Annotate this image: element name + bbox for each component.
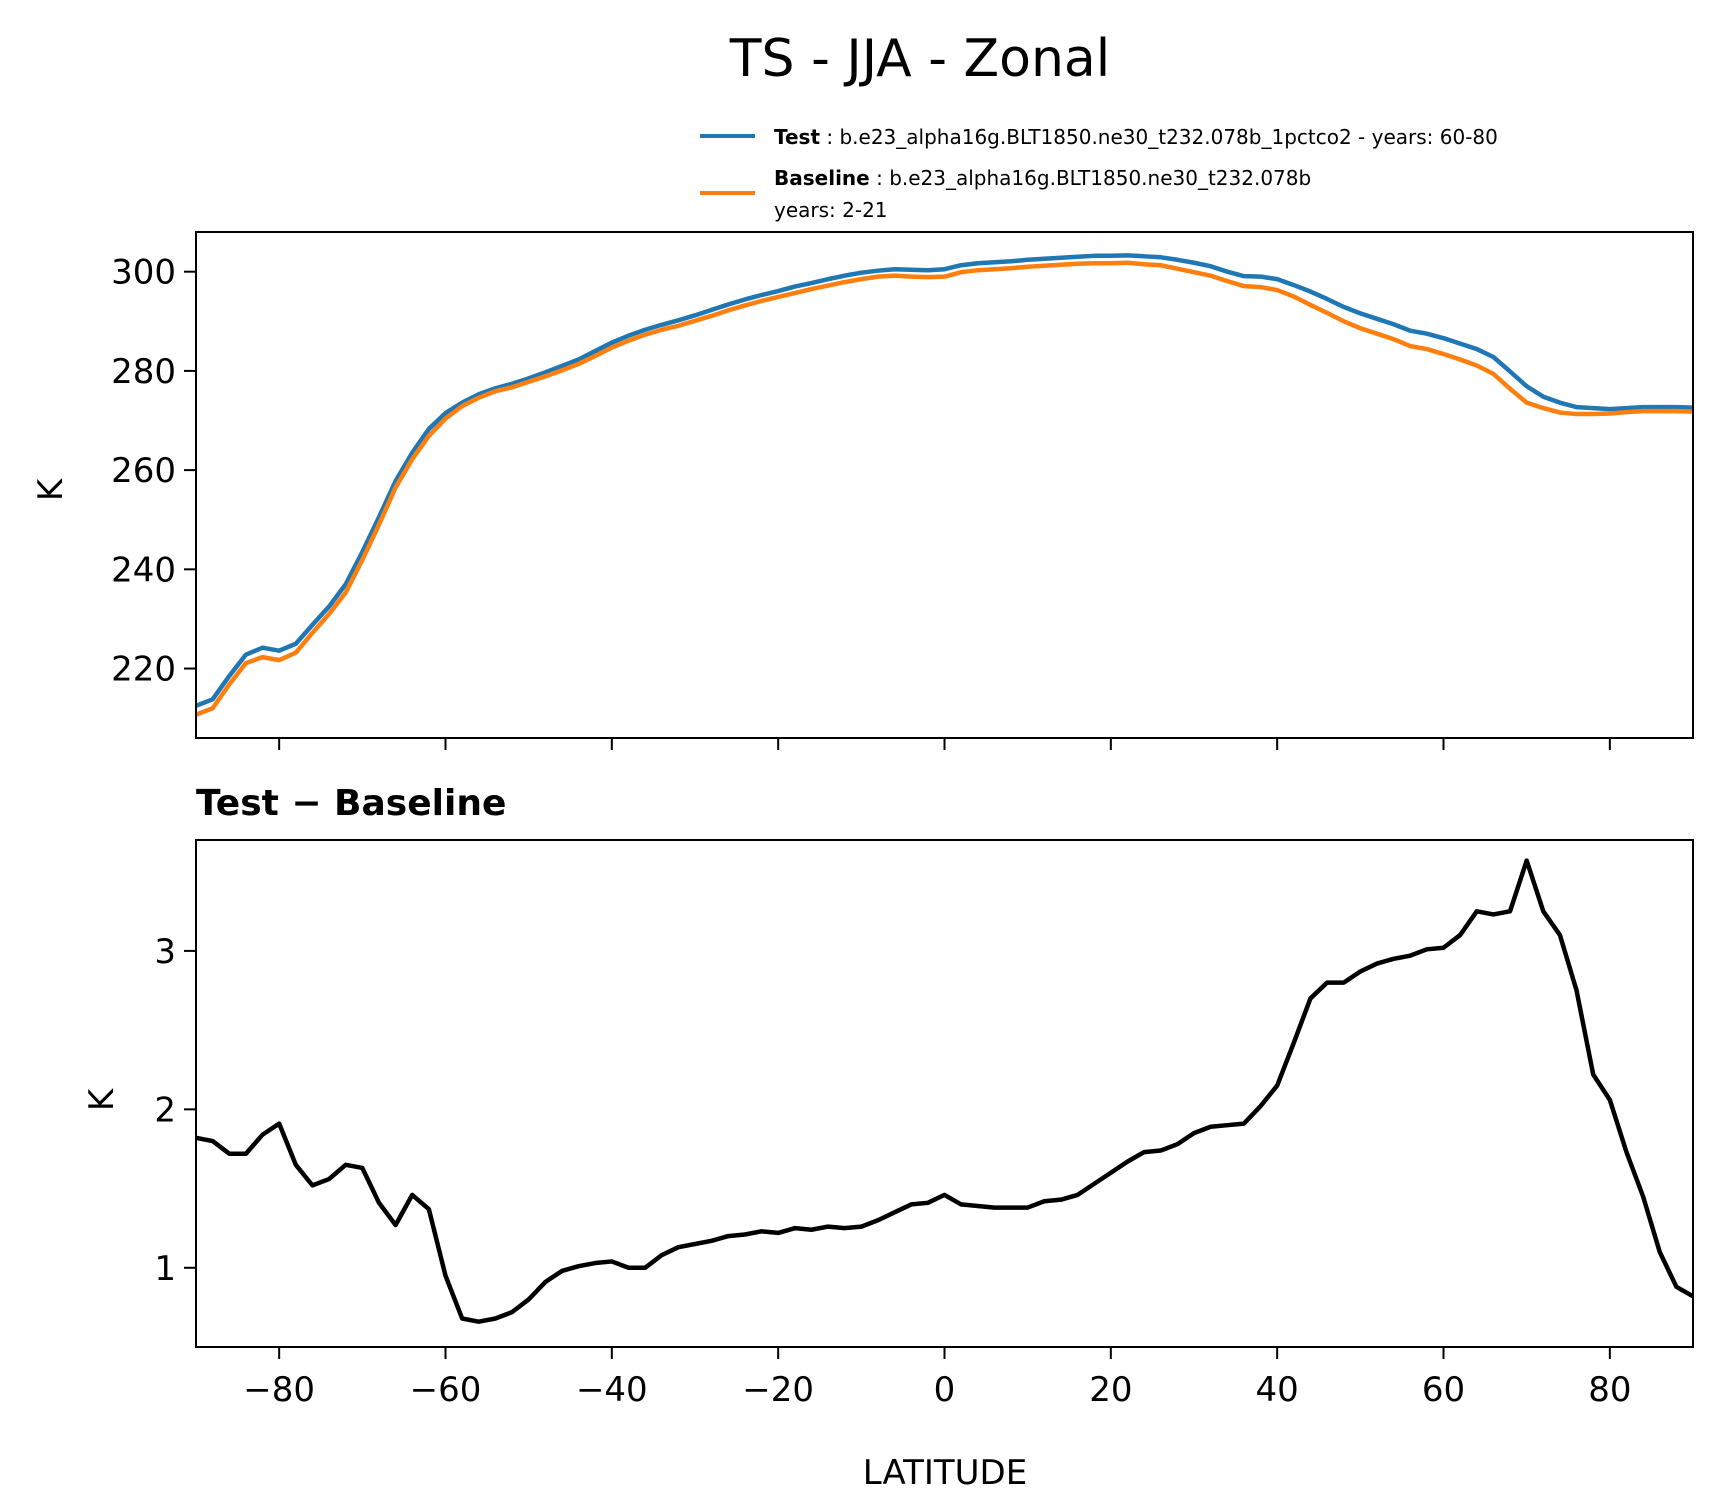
x-tick-label: 80 bbox=[1588, 1370, 1631, 1410]
x-tick-label: 20 bbox=[1089, 1370, 1132, 1410]
legend-test-label: Test bbox=[774, 125, 820, 149]
x-axis-label: LATITUDE bbox=[863, 1453, 1027, 1493]
x-tick-label: −40 bbox=[576, 1370, 648, 1410]
x-tick-label: 40 bbox=[1256, 1370, 1299, 1410]
x-tick-label: 0 bbox=[934, 1370, 956, 1410]
x-tick-label: −80 bbox=[243, 1370, 315, 1410]
y-tick-label: 300 bbox=[111, 253, 176, 293]
svg-text:Baseline : b.e23_alpha16: Baseline : b.e23_alpha16g.BLT1850.ne30_t… bbox=[774, 166, 1311, 190]
svg-text:Test : b.e23_alpha16g.BL: Test : b.e23_alpha16g.BLT1850.ne30_t232.… bbox=[774, 125, 1498, 149]
legend-test-text: : b.e23_alpha16g.BLT1850.ne30_t232.078b_… bbox=[826, 125, 1498, 149]
x-tick-label: −20 bbox=[742, 1370, 814, 1410]
y-tick-label: 240 bbox=[111, 550, 176, 590]
legend: Test : b.e23_alpha16g.BLT1850.ne30_t232.… bbox=[700, 125, 1498, 222]
legend-baseline-years: years: 2-21 bbox=[774, 198, 888, 222]
series-line-baseline bbox=[196, 260, 1693, 717]
y-tick-label: 2 bbox=[154, 1090, 176, 1130]
top-panel: K 220 240 260 280 300 bbox=[31, 231, 1694, 750]
series-line-test bbox=[196, 253, 1693, 708]
y-tick-label: 280 bbox=[111, 352, 176, 392]
legend-baseline-label: Baseline bbox=[774, 166, 870, 190]
x-tick-label: 60 bbox=[1422, 1370, 1465, 1410]
legend-baseline-text: : b.e23_alpha16g.BLT1850.ne30_t232.078b bbox=[876, 166, 1311, 190]
figure-title: TS - JJA - Zonal bbox=[729, 29, 1110, 89]
series-line-test-baseline bbox=[196, 858, 1693, 1324]
y-tick-label: 3 bbox=[154, 932, 176, 972]
y-tick-label: 220 bbox=[111, 650, 176, 690]
bottom-panel: Test − Baseline K LATITUDE −80 −60 −40 −20 0… bbox=[82, 783, 1694, 1493]
y-tick-label: 1 bbox=[154, 1249, 176, 1289]
bottom-panel-title: Test − Baseline bbox=[196, 783, 506, 824]
y-tick-label: 260 bbox=[111, 451, 176, 491]
x-tick-label: −60 bbox=[410, 1370, 482, 1410]
top-panel-y-label: K bbox=[31, 477, 71, 501]
bottom-panel-y-label: K bbox=[82, 1087, 122, 1111]
